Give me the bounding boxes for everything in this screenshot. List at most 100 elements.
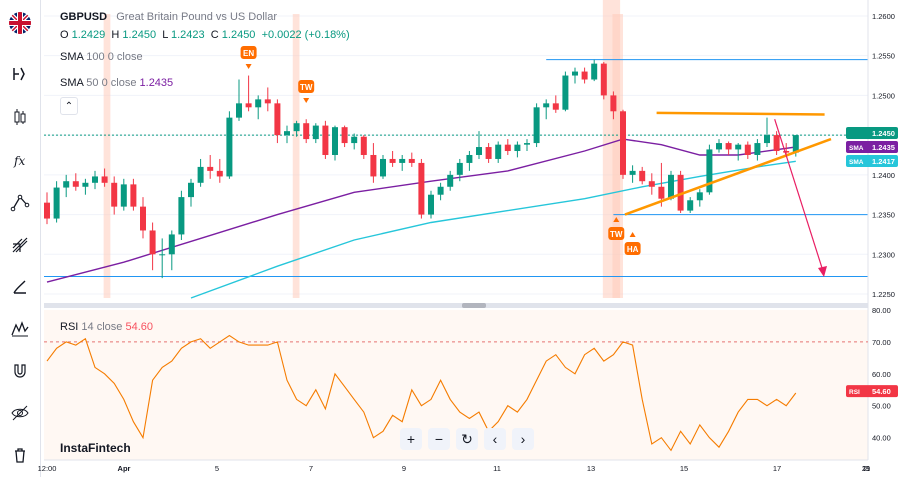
candles-icon[interactable] xyxy=(6,103,34,131)
candle-body xyxy=(207,166,214,171)
brush-icon[interactable] xyxy=(6,273,34,301)
candle-body xyxy=(648,181,655,187)
candle-body xyxy=(408,158,415,163)
drawing-toolbar: fx xyxy=(0,0,41,477)
candle-body xyxy=(572,71,578,76)
event-highlight xyxy=(103,14,111,298)
rsi-label: RSI xyxy=(60,321,79,333)
brand-logo: InstaFintech xyxy=(60,441,131,455)
candle-body xyxy=(456,162,463,175)
candle-body xyxy=(591,63,598,80)
magnet-icon[interactable] xyxy=(6,357,34,385)
candle-body xyxy=(447,174,454,187)
sma100-label: SMA xyxy=(60,51,84,63)
svg-text:fx: fx xyxy=(13,154,25,168)
candle-body xyxy=(696,192,703,201)
candle-body xyxy=(524,143,530,145)
candle-body xyxy=(140,206,146,231)
event-marker-arrow xyxy=(613,217,620,222)
rsi-tag-bg xyxy=(846,385,898,398)
event-highlight xyxy=(292,14,300,298)
candle-body xyxy=(197,166,204,183)
sma50-label: SMA xyxy=(60,77,84,89)
candle-body xyxy=(332,127,338,155)
candle-body xyxy=(552,103,559,110)
sma100-params: 100 0 close xyxy=(86,51,143,63)
close-label: C xyxy=(210,29,219,41)
rsi-legend[interactable]: RSI 14 close 54.60 xyxy=(60,321,153,333)
sma100-tag-bg xyxy=(846,155,898,167)
delete-icon[interactable] xyxy=(6,441,34,469)
sma100-tag-value: 1.2417 xyxy=(872,157,895,166)
candle-body xyxy=(111,182,118,207)
sma50-tag-label: SMA xyxy=(849,145,864,152)
event-marker-arrow xyxy=(629,232,636,237)
event-marker-tw: TW xyxy=(608,217,625,240)
candle-body xyxy=(149,230,156,255)
time-tick-label: 2 xyxy=(864,464,868,473)
symbol-name: Great Britain Pound vs US Dollar xyxy=(116,11,278,23)
event-marker-box xyxy=(298,80,315,93)
sma50-legend[interactable]: SMA 50 0 close 1.2435 xyxy=(60,77,173,89)
candle-body xyxy=(639,170,646,182)
candle-body xyxy=(351,136,358,144)
candle-body xyxy=(53,187,60,219)
low-value: 1.2423 xyxy=(170,29,205,41)
time-tick-label: 13 xyxy=(587,464,595,473)
candle-body xyxy=(706,149,713,193)
candle-body xyxy=(735,144,742,150)
trendline-icon[interactable] xyxy=(6,189,34,217)
candle-body xyxy=(773,135,780,152)
price-tick-label: 1.2500 xyxy=(872,91,895,100)
price-tick-label: 1.2600 xyxy=(872,12,895,21)
rsi-tick-label: 40.00 xyxy=(872,434,891,443)
sma50-tag-value: 1.2435 xyxy=(872,143,895,152)
candle-body xyxy=(783,151,790,153)
candle-body xyxy=(476,147,482,155)
rsi-tick-label: 50.00 xyxy=(872,402,891,411)
candle-body xyxy=(504,144,511,152)
candle-body xyxy=(610,95,617,112)
open-label: O xyxy=(60,29,69,41)
last-price-tag-bg xyxy=(846,127,898,139)
candle-body xyxy=(600,63,607,96)
event-marker-tw: TW xyxy=(298,80,315,103)
zoom-out-button[interactable]: − xyxy=(428,428,450,450)
ohlc-legend: O 1.2429 H 1.2450 L 1.2423 C 1.2450 +0.0… xyxy=(60,29,350,41)
open-value: 1.2429 xyxy=(71,29,106,41)
rsi-tag: RSI 54.60 xyxy=(846,385,898,398)
sma100-tag-label: SMA xyxy=(849,159,864,166)
candle-body xyxy=(370,154,377,177)
time-tick-label: 19 xyxy=(862,464,870,473)
sma100-legend[interactable]: SMA 100 0 close xyxy=(60,51,143,63)
candle-body xyxy=(188,182,194,198)
collapse-legend-button[interactable]: ⌃ xyxy=(60,97,78,115)
pane-separator xyxy=(44,303,868,308)
high-label: H xyxy=(111,29,120,41)
reset-button[interactable]: ↻ xyxy=(456,428,478,450)
candle-body xyxy=(159,254,166,256)
patterns-icon[interactable] xyxy=(6,315,34,343)
candle-body xyxy=(725,143,732,150)
candle-body xyxy=(389,158,396,163)
candle-body xyxy=(312,125,319,140)
last-price-tag: 1.2450 xyxy=(846,127,898,139)
candle-body xyxy=(92,176,98,183)
zoom-in-button[interactable]: + xyxy=(400,428,422,450)
candle-body xyxy=(792,135,799,153)
event-marker-box xyxy=(240,46,257,59)
scroll-left-button[interactable]: ‹ xyxy=(484,428,506,450)
candle-body xyxy=(380,158,386,177)
high-value: 1.2450 xyxy=(122,29,157,41)
crosshair-icon[interactable] xyxy=(6,60,34,88)
price-tick-label: 1.2300 xyxy=(872,250,895,259)
fib-icon[interactable] xyxy=(6,231,34,259)
fx-icon[interactable]: fx xyxy=(6,146,34,174)
scroll-right-button[interactable]: › xyxy=(512,428,534,450)
candle-body xyxy=(120,184,127,207)
eye-off-icon[interactable] xyxy=(6,399,34,427)
time-tick-label: 5 xyxy=(215,464,219,473)
candle-body xyxy=(437,186,444,195)
candle-body xyxy=(63,181,70,188)
